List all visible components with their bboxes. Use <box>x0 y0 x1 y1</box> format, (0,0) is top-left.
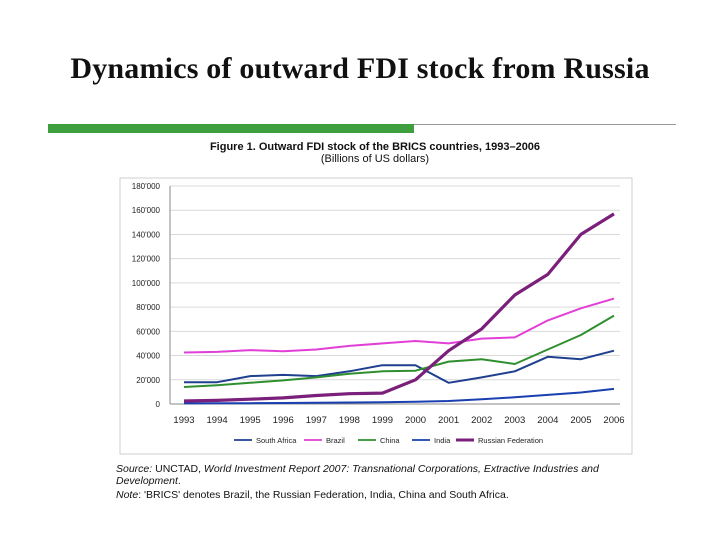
legend-label: China <box>380 436 400 445</box>
source-report: World Investment Report 2007: Transnatio… <box>116 463 599 487</box>
x-tick-label: 2000 <box>405 415 426 426</box>
series-line-south-africa <box>184 349 615 384</box>
x-tick-label: 1993 <box>173 415 194 426</box>
source-note: Source: UNCTAD, World Investment Report … <box>116 463 616 487</box>
source-org: UNCTAD, <box>155 463 201 475</box>
x-tick-label: 1999 <box>372 415 393 426</box>
x-tick-label: 2005 <box>570 415 591 426</box>
fdi-line-chart: 0 20'000 40'000 60'000 80'000 100'000 120'000 1… <box>119 177 633 455</box>
chart-frame <box>119 177 633 455</box>
legend-label: India <box>434 436 451 445</box>
figure-subtitle: (Billions of US dollars) <box>320 153 430 165</box>
x-tick-label: 1998 <box>339 415 360 426</box>
y-tick-label: 100'000 <box>132 279 161 288</box>
legend-label: Russian Federation <box>478 436 543 445</box>
y-tick-label: 20'000 <box>136 376 160 385</box>
x-tick-label: 2006 <box>603 415 624 426</box>
x-tick-label: 1996 <box>273 415 294 426</box>
series-line-china <box>183 314 615 388</box>
y-tick-label: 140'000 <box>132 230 161 239</box>
x-tick-label: 2002 <box>471 415 492 426</box>
series-line-russian-federation <box>183 212 615 403</box>
y-tick-label: 160'000 <box>132 206 161 215</box>
y-tick-label: 80'000 <box>136 303 160 312</box>
y-tick-label: 60'000 <box>136 327 160 336</box>
x-tick-label: 1997 <box>306 415 327 426</box>
x-tick-label: 1995 <box>240 415 261 426</box>
source-end: . <box>177 475 181 487</box>
page-title: Dynamics of outward FDI stock from Russi… <box>70 52 650 85</box>
note-label: Note <box>116 489 139 501</box>
y-tick-label: 0 <box>156 400 161 409</box>
legend-label: South Africa <box>256 436 297 445</box>
x-tick-label: 2003 <box>504 415 525 426</box>
source-label: Source: <box>116 463 153 475</box>
y-tick-label: 180'000 <box>132 182 161 191</box>
note-text: : 'BRICS' denotes Brazil, the Russian Fe… <box>138 489 509 501</box>
title-divider <box>414 124 676 125</box>
series-line-brazil <box>183 297 615 354</box>
title-accent-bar <box>48 124 414 133</box>
x-tick-label: 1994 <box>207 415 228 426</box>
y-tick-label: 120'000 <box>132 255 161 264</box>
figure-title: Figure 1. Outward FDI stock of the BRICS… <box>209 141 541 153</box>
legend-label: Brazil <box>326 436 345 445</box>
x-tick-label: 2004 <box>537 415 558 426</box>
x-tick-label: 2001 <box>438 415 459 426</box>
y-tick-label: 40'000 <box>136 352 160 361</box>
footnote: Note: 'BRICS' denotes Brazil, the Russia… <box>116 489 616 501</box>
series-line-india <box>183 387 615 405</box>
